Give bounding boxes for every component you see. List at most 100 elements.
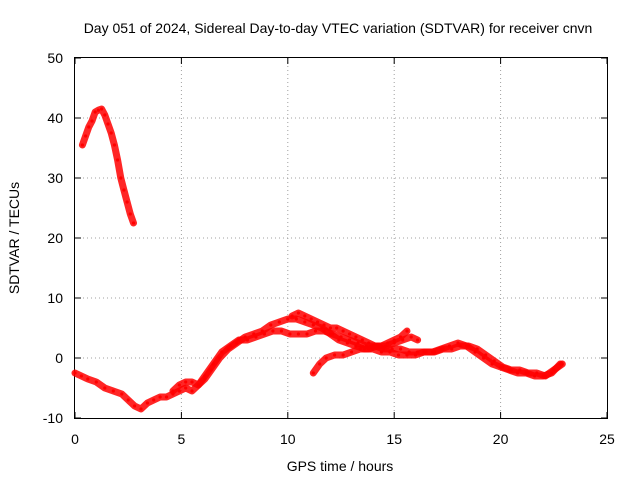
data-point [392,338,396,342]
series-group [71,105,566,413]
data-point [526,371,530,375]
data-point [560,362,564,366]
data-point [290,314,294,318]
data-point [90,119,94,123]
data-point [379,344,383,348]
x-tick-label: 20 [493,431,509,447]
y-axis-title: SDTVAR / TECUs [6,182,22,294]
data-point [322,323,326,327]
data-point [492,359,496,363]
data-point [484,353,488,357]
data-point [177,383,181,387]
data-point [237,338,241,342]
data-point [171,389,175,393]
data-point [254,335,258,339]
data-point [190,380,194,384]
data-point [279,329,283,333]
data-point [164,395,169,399]
data-point [416,338,420,342]
data-point [120,392,124,396]
data-point [313,329,318,333]
data-point [96,108,100,112]
series-line-arc-3 [169,327,566,395]
data-point [196,383,200,387]
data-point [106,122,110,126]
data-point [552,368,556,372]
data-point [305,332,309,336]
data-point [341,329,345,333]
x-tick-label: 10 [280,431,296,447]
data-point [475,347,479,351]
data-point [203,374,207,378]
data-point [311,371,315,375]
data-point [386,341,390,345]
data-point [100,107,104,111]
data-point [286,317,290,321]
data-point [116,158,120,162]
data-point [296,311,300,315]
data-point [407,350,411,354]
data-point [396,353,401,357]
data-point [409,335,413,339]
data-point [322,329,326,333]
data-point [128,212,132,216]
data-point [131,221,136,225]
data-point [399,335,403,339]
data-point [450,347,454,351]
y-tick-label: -10 [43,410,63,426]
data-point [184,386,188,390]
x-tick-label: 5 [178,431,186,447]
data-point [458,344,462,348]
data-point [271,329,275,333]
data-point [350,350,354,354]
data-point [245,338,249,342]
data-point [262,332,266,336]
x-tick-label: 25 [599,431,615,447]
x-tick-label: 0 [71,431,79,447]
y-tick-label: 30 [47,170,63,186]
data-point [303,314,307,318]
data-point [360,338,364,342]
x-axis-title: GPS time / hours [287,458,394,474]
data-point [399,347,403,351]
data-point [316,320,320,324]
data-point [441,347,445,351]
data-point [125,200,129,204]
data-point [112,143,116,147]
y-tick-label: 10 [47,290,63,306]
data-point [211,362,215,366]
data-point [73,371,77,375]
data-point [433,350,437,354]
data-point [220,350,224,354]
data-point [324,356,328,360]
data-point [318,362,322,366]
data-point [341,353,345,357]
data-point [347,338,352,342]
data-point [328,326,332,330]
data-point [145,401,149,405]
data-point [543,374,547,378]
data-point [390,347,394,351]
data-point [133,404,137,408]
data-point [152,398,156,402]
plot-frame [74,57,608,419]
y-tick-label: 40 [47,110,63,126]
data-point [330,332,335,336]
data-point [501,365,505,369]
data-point [416,350,420,354]
y-tick-label: 50 [47,50,63,66]
data-point [535,371,539,375]
data-point [309,317,313,321]
data-point [277,320,281,324]
data-point [228,344,232,348]
data-point [288,332,292,336]
data-point [94,380,98,384]
data-point [126,398,130,402]
data-point [84,134,88,138]
data-point [103,386,107,390]
data-point [93,110,97,114]
data-point [358,347,362,351]
data-point [339,335,343,339]
data-point [103,113,107,117]
